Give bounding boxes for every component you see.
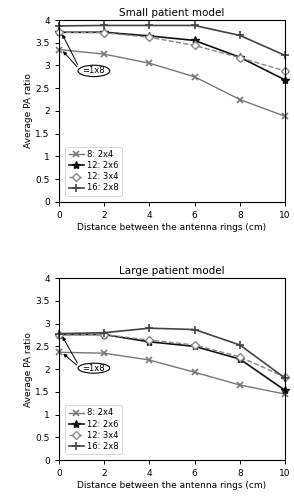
Title: Small patient model: Small patient model	[119, 8, 225, 18]
12: 2x6: (10, 1.53): 2x6: (10, 1.53)	[283, 388, 287, 394]
12: 2x6: (4, 2.6): 2x6: (4, 2.6)	[148, 339, 151, 345]
Line: 16: 2x8: 16: 2x8	[55, 22, 289, 60]
Line: 16: 2x8: 16: 2x8	[55, 324, 289, 382]
12: 3x4: (8, 2.27): 3x4: (8, 2.27)	[238, 354, 242, 360]
Line: 12: 3x4: 12: 3x4	[56, 29, 288, 74]
Y-axis label: Average PA ratio: Average PA ratio	[24, 332, 33, 406]
12: 2x6: (6, 2.5): 2x6: (6, 2.5)	[193, 344, 196, 349]
Line: 8: 2x4: 8: 2x4	[56, 349, 288, 397]
16: 2x8: (2, 2.8): 2x8: (2, 2.8)	[102, 330, 106, 336]
16: 2x8: (10, 3.22): 2x8: (10, 3.22)	[283, 52, 287, 59]
16: 2x8: (4, 3.88): 2x8: (4, 3.88)	[148, 22, 151, 28]
16: 2x8: (0, 2.78): 2x8: (0, 2.78)	[57, 330, 61, 336]
8: 2x4: (10, 1.45): 2x4: (10, 1.45)	[283, 391, 287, 397]
8: 2x4: (6, 1.93): 2x4: (6, 1.93)	[193, 370, 196, 376]
Line: 12: 3x4: 12: 3x4	[56, 332, 288, 380]
Text: =1x8: =1x8	[83, 66, 105, 76]
8: 2x4: (8, 2.25): 2x4: (8, 2.25)	[238, 96, 242, 102]
12: 2x6: (8, 2.22): 2x6: (8, 2.22)	[238, 356, 242, 362]
12: 3x4: (4, 3.62): 3x4: (4, 3.62)	[148, 34, 151, 40]
12: 3x4: (6, 2.53): 3x4: (6, 2.53)	[193, 342, 196, 348]
8: 2x4: (0, 3.35): 2x4: (0, 3.35)	[57, 46, 61, 52]
12: 3x4: (2, 2.76): 3x4: (2, 2.76)	[102, 332, 106, 338]
Title: Large patient model: Large patient model	[119, 266, 225, 276]
16: 2x8: (2, 3.88): 2x8: (2, 3.88)	[102, 22, 106, 28]
16: 2x8: (6, 3.88): 2x8: (6, 3.88)	[193, 22, 196, 28]
12: 2x6: (4, 3.65): 2x6: (4, 3.65)	[148, 33, 151, 39]
8: 2x4: (10, 1.88): 2x4: (10, 1.88)	[283, 114, 287, 119]
8: 2x4: (8, 1.65): 2x4: (8, 1.65)	[238, 382, 242, 388]
8: 2x4: (0, 2.37): 2x4: (0, 2.37)	[57, 350, 61, 356]
Y-axis label: Average PA ratio: Average PA ratio	[24, 74, 33, 148]
12: 2x6: (0, 2.76): 2x6: (0, 2.76)	[57, 332, 61, 338]
8: 2x4: (2, 2.35): 2x4: (2, 2.35)	[102, 350, 106, 356]
12: 3x4: (8, 3.17): 3x4: (8, 3.17)	[238, 54, 242, 60]
8: 2x4: (2, 3.25): 2x4: (2, 3.25)	[102, 51, 106, 57]
12: 3x4: (0, 2.76): 3x4: (0, 2.76)	[57, 332, 61, 338]
Line: 8: 2x4: 8: 2x4	[56, 46, 288, 120]
8: 2x4: (4, 2.2): 2x4: (4, 2.2)	[148, 357, 151, 363]
Text: =1x8: =1x8	[83, 364, 105, 372]
12: 3x4: (4, 2.64): 3x4: (4, 2.64)	[148, 337, 151, 343]
12: 2x6: (2, 2.76): 2x6: (2, 2.76)	[102, 332, 106, 338]
X-axis label: Distance between the antenna rings (cm): Distance between the antenna rings (cm)	[77, 481, 267, 490]
12: 2x6: (2, 3.73): 2x6: (2, 3.73)	[102, 30, 106, 36]
X-axis label: Distance between the antenna rings (cm): Distance between the antenna rings (cm)	[77, 222, 267, 232]
12: 3x4: (2, 3.72): 3x4: (2, 3.72)	[102, 30, 106, 36]
Line: 12: 2x6: 12: 2x6	[55, 330, 289, 394]
12: 3x4: (10, 1.82): 3x4: (10, 1.82)	[283, 374, 287, 380]
12: 3x4: (0, 3.73): 3x4: (0, 3.73)	[57, 30, 61, 36]
12: 3x4: (6, 3.44): 3x4: (6, 3.44)	[193, 42, 196, 48]
12: 2x6: (10, 2.68): 2x6: (10, 2.68)	[283, 77, 287, 83]
16: 2x8: (4, 2.9): 2x8: (4, 2.9)	[148, 325, 151, 331]
16: 2x8: (8, 3.66): 2x8: (8, 3.66)	[238, 32, 242, 38]
12: 2x6: (6, 3.55): 2x6: (6, 3.55)	[193, 38, 196, 44]
Line: 12: 2x6: 12: 2x6	[55, 28, 289, 84]
Legend: 8: 2x4, 12: 2x6, 12: 3x4, 16: 2x8: 8: 2x4, 12: 2x6, 12: 3x4, 16: 2x8	[65, 405, 122, 454]
Ellipse shape	[78, 363, 110, 373]
8: 2x4: (4, 3.05): 2x4: (4, 3.05)	[148, 60, 151, 66]
Legend: 8: 2x4, 12: 2x6, 12: 3x4, 16: 2x8: 8: 2x4, 12: 2x6, 12: 3x4, 16: 2x8	[65, 147, 122, 196]
Ellipse shape	[78, 65, 110, 76]
16: 2x8: (6, 2.87): 2x8: (6, 2.87)	[193, 326, 196, 332]
16: 2x8: (8, 2.53): 2x8: (8, 2.53)	[238, 342, 242, 348]
12: 2x6: (8, 3.18): 2x6: (8, 3.18)	[238, 54, 242, 60]
12: 2x6: (0, 3.73): 2x6: (0, 3.73)	[57, 30, 61, 36]
8: 2x4: (6, 2.75): 2x4: (6, 2.75)	[193, 74, 196, 80]
16: 2x8: (10, 1.8): 2x8: (10, 1.8)	[283, 375, 287, 381]
16: 2x8: (0, 3.87): 2x8: (0, 3.87)	[57, 23, 61, 29]
12: 3x4: (10, 2.88): 3x4: (10, 2.88)	[283, 68, 287, 74]
